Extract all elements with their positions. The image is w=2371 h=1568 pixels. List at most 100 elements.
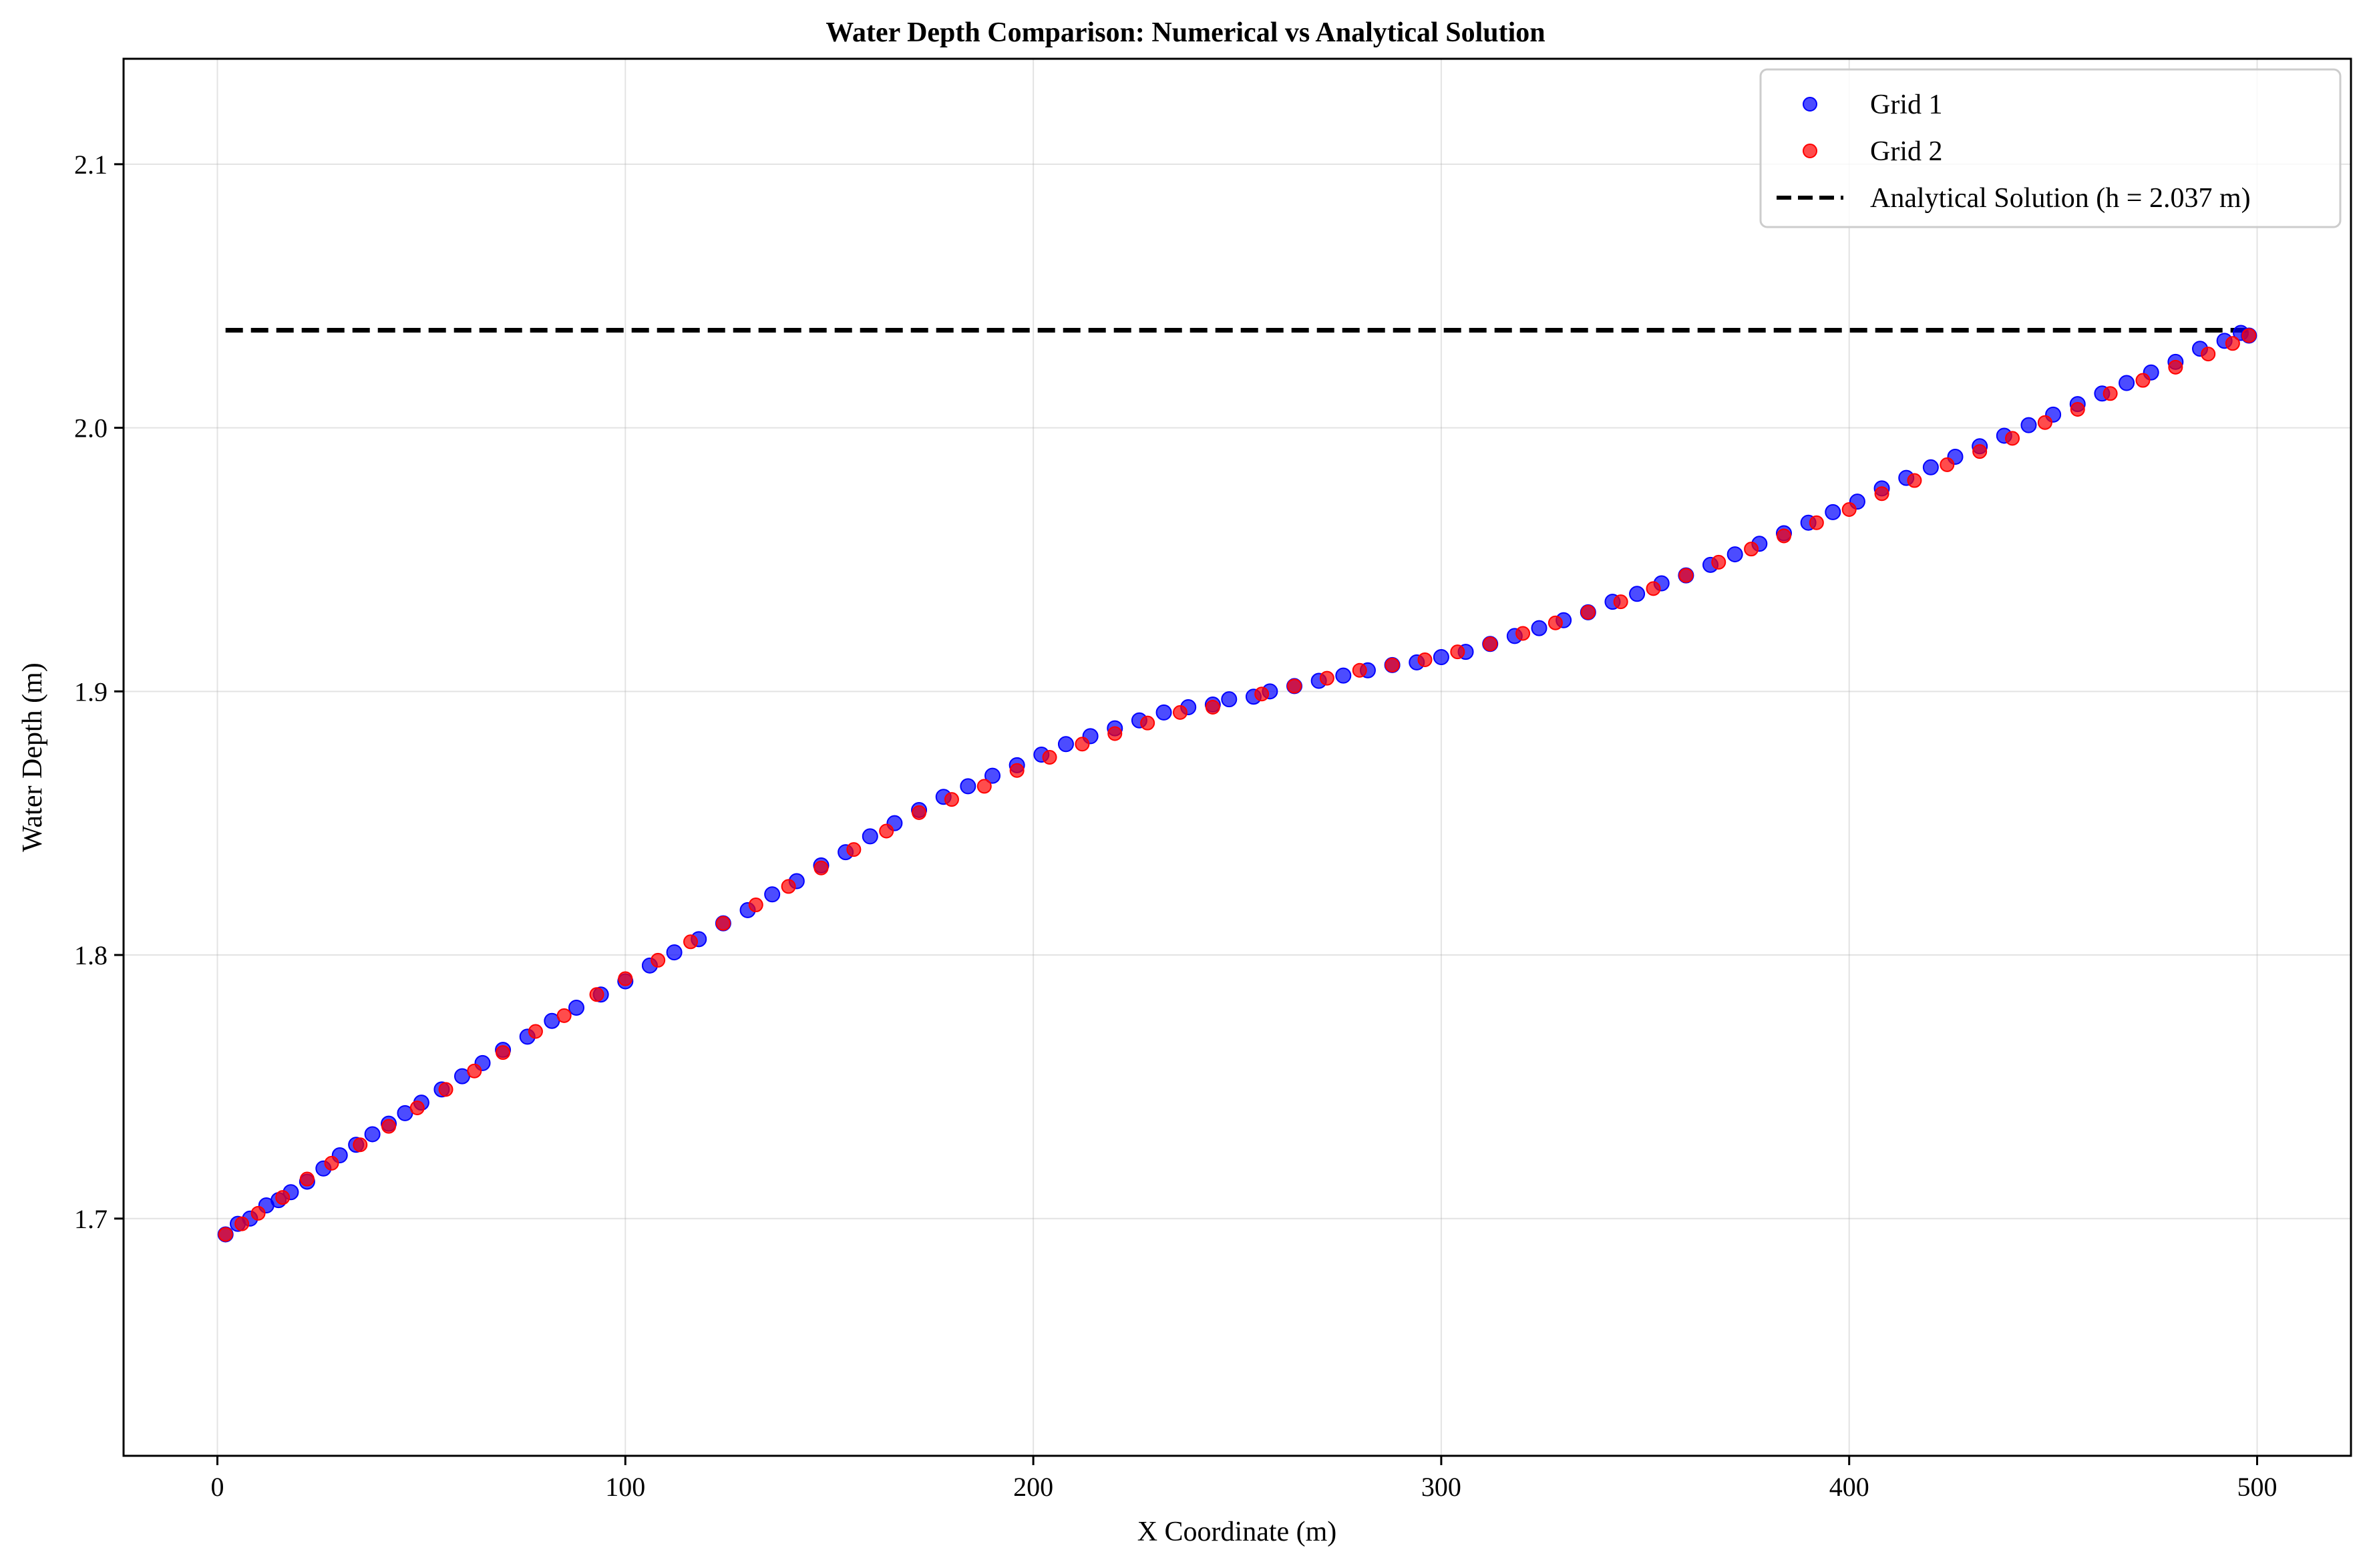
data-point bbox=[218, 1227, 233, 1242]
x-tick-label: 0 bbox=[210, 1472, 224, 1502]
legend-marker-grid-1 bbox=[1803, 97, 1817, 112]
data-point bbox=[748, 898, 763, 913]
data-point bbox=[1922, 459, 1939, 475]
y-tick-label: 1.9 bbox=[74, 676, 108, 707]
data-point bbox=[715, 916, 731, 931]
plot-frame bbox=[122, 57, 2352, 1457]
data-point bbox=[846, 842, 862, 857]
data-point bbox=[1580, 604, 1596, 620]
data-point bbox=[862, 828, 878, 845]
data-point bbox=[618, 971, 633, 986]
data-point bbox=[1726, 546, 1743, 563]
data-point bbox=[1221, 691, 1238, 708]
x-tick-label: 300 bbox=[1421, 1472, 1461, 1502]
data-point bbox=[467, 1063, 482, 1079]
data-point bbox=[1385, 657, 1400, 672]
data-point bbox=[1907, 473, 1922, 488]
data-point bbox=[879, 823, 894, 839]
y-tick-label: 1.8 bbox=[74, 940, 108, 970]
data-point bbox=[1711, 554, 1726, 570]
data-point bbox=[250, 1205, 266, 1221]
data-point bbox=[2070, 401, 2085, 417]
data-point bbox=[1678, 568, 1694, 583]
data-point bbox=[2020, 417, 2037, 433]
data-point bbox=[275, 1190, 291, 1205]
data-point bbox=[1140, 715, 1155, 731]
data-point bbox=[234, 1216, 250, 1231]
data-point bbox=[2225, 336, 2240, 351]
data-point bbox=[2168, 359, 2183, 375]
data-point bbox=[944, 792, 959, 807]
x-tick-label: 200 bbox=[1013, 1472, 1053, 1502]
legend: Grid 1 Grid 2 Analytical Solution (h = 2… bbox=[1759, 68, 2342, 228]
data-point bbox=[1483, 636, 1498, 652]
data-point bbox=[1629, 586, 1646, 602]
data-point bbox=[568, 999, 584, 1016]
data-point bbox=[1809, 515, 1824, 530]
y-tick-label: 1.7 bbox=[74, 1204, 108, 1234]
legend-marker-grid-2 bbox=[1803, 144, 1817, 158]
data-point bbox=[813, 860, 829, 875]
data-point bbox=[1335, 667, 1352, 684]
data-point bbox=[2119, 375, 2135, 391]
data-point bbox=[353, 1137, 368, 1153]
data-point bbox=[1433, 649, 1449, 666]
data-point bbox=[976, 779, 992, 794]
y-tick-label: 2.0 bbox=[74, 413, 108, 443]
data-point bbox=[1450, 644, 1465, 660]
data-point bbox=[299, 1171, 315, 1187]
data-point bbox=[2201, 347, 2216, 362]
data-point bbox=[1075, 737, 1090, 752]
data-point bbox=[2103, 386, 2118, 401]
data-point bbox=[1319, 670, 1334, 686]
data-point bbox=[556, 1008, 572, 1023]
data-point bbox=[683, 934, 699, 950]
data-point bbox=[381, 1119, 397, 1134]
x-axis-label: X Coordinate (m) bbox=[1137, 1517, 1337, 1547]
data-point bbox=[1940, 457, 1955, 472]
data-point bbox=[438, 1082, 453, 1097]
data-point bbox=[364, 1126, 381, 1143]
data-point bbox=[1613, 594, 1628, 610]
data-point bbox=[1287, 678, 1302, 694]
data-point bbox=[496, 1045, 511, 1060]
legend-box bbox=[1759, 68, 2342, 228]
data-point bbox=[1042, 750, 1057, 765]
data-point bbox=[764, 886, 781, 903]
data-point bbox=[1972, 444, 1988, 459]
data-point bbox=[2241, 328, 2257, 343]
data-point bbox=[1205, 700, 1220, 715]
y-tick-label: 2.1 bbox=[74, 150, 108, 180]
legend-label-grid-2: Grid 2 bbox=[1870, 136, 1943, 167]
y-axis-label: Water Depth (m) bbox=[17, 662, 48, 852]
data-point bbox=[666, 944, 683, 961]
data-point bbox=[1531, 620, 1547, 636]
data-point bbox=[1009, 763, 1025, 778]
data-point bbox=[1155, 704, 1172, 721]
data-point bbox=[1352, 662, 1367, 678]
data-point bbox=[2037, 415, 2052, 430]
data-point bbox=[1107, 726, 1123, 741]
data-point bbox=[2005, 431, 2020, 446]
data-point bbox=[1515, 626, 1531, 641]
data-point bbox=[528, 1024, 543, 1039]
data-point bbox=[960, 778, 976, 795]
legend-label-analytical: Analytical Solution (h = 2.037 m) bbox=[1870, 183, 2251, 214]
scatter-points bbox=[217, 325, 2257, 1243]
data-point bbox=[912, 805, 927, 820]
axis-ticks: 0 100 200 300 400 500 1.7 1.8 1.9 2.0 2.1 bbox=[74, 150, 2277, 1502]
legend-label-grid-1: Grid 1 bbox=[1870, 89, 1943, 120]
data-point bbox=[984, 767, 1001, 784]
data-point bbox=[781, 879, 796, 894]
chart-title: Water Depth Comparison: Numerical vs Ana… bbox=[826, 17, 1545, 48]
data-point bbox=[409, 1100, 425, 1115]
x-tick-label: 500 bbox=[2237, 1472, 2277, 1502]
data-point bbox=[2135, 373, 2151, 388]
grid-lines bbox=[124, 59, 2351, 1456]
data-point bbox=[1776, 528, 1791, 544]
data-point bbox=[1825, 504, 1841, 520]
x-tick-label: 400 bbox=[1829, 1472, 1869, 1502]
x-tick-label: 100 bbox=[605, 1472, 645, 1502]
data-point bbox=[1417, 652, 1433, 667]
data-point bbox=[324, 1155, 339, 1171]
